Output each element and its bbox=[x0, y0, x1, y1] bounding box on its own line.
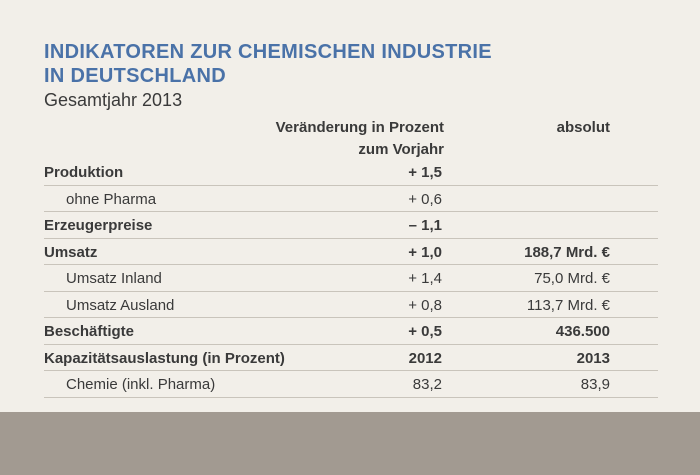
footer-band bbox=[0, 412, 700, 475]
row-label: Umsatz Inland bbox=[66, 270, 162, 287]
row-absolute-value: 83,9 bbox=[580, 376, 610, 393]
title-line-1: INDIKATOREN ZUR CHEMISCHEN INDUSTRIE bbox=[44, 41, 492, 63]
indicator-table: Produktion + 1,5 ohne Pharma + 0,6 Erzeu… bbox=[44, 159, 658, 398]
row-change-value: 2012 bbox=[408, 349, 442, 367]
table-row: Kapazitätsauslastung (in Prozent) 2012 2… bbox=[44, 345, 658, 371]
table-row: Produktion + 1,5 bbox=[44, 159, 658, 186]
row-absolute-value: 113,7 Mrd. € bbox=[526, 296, 610, 314]
table-row: Beschäftigte + 0,5 436.500 bbox=[44, 318, 658, 345]
row-label: Umsatz bbox=[44, 243, 98, 261]
column-header-absolute: absolut bbox=[556, 119, 610, 136]
table-row: Chemie (inkl. Pharma) 83,2 83,9 bbox=[44, 371, 658, 398]
page-title: INDIKATOREN ZUR CHEMISCHEN INDUSTRIE IN … bbox=[44, 40, 492, 88]
column-header-change: Veränderung in Prozent zum Vorjahr bbox=[200, 117, 444, 161]
table-row: ohne Pharma + 0,6 bbox=[44, 186, 658, 212]
row-label: Produktion bbox=[44, 164, 124, 181]
column-header-change-line-2: zum Vorjahr bbox=[358, 141, 444, 158]
subtitle: Gesamtjahr 2013 bbox=[44, 90, 183, 110]
row-change-value: + 0,5 bbox=[408, 323, 442, 340]
table-row: Umsatz Ausland + 0,8 113,7 Mrd. € bbox=[44, 292, 658, 318]
row-label: Umsatz Ausland bbox=[66, 296, 175, 314]
row-absolute-value: 2013 bbox=[576, 349, 610, 367]
row-label: Erzeugerpreise bbox=[44, 217, 153, 234]
row-label: Kapazitätsauslastung (in Prozent) bbox=[44, 349, 285, 367]
row-label: Chemie (inkl. Pharma) bbox=[66, 376, 216, 393]
row-change-value: 83,2 bbox=[412, 376, 442, 393]
row-change-value: + 1,4 bbox=[408, 270, 442, 287]
row-absolute-value: 75,0 Mrd. € bbox=[534, 270, 610, 287]
row-change-value: + 1,0 bbox=[408, 243, 442, 261]
row-change-value: – 1,1 bbox=[408, 217, 442, 234]
row-absolute-value: 436.500 bbox=[555, 323, 610, 340]
column-header-change-line-1: Veränderung in Prozent bbox=[275, 119, 444, 136]
row-label: Beschäftigte bbox=[44, 323, 135, 340]
row-change-value: + 0,8 bbox=[408, 296, 442, 314]
title-line-2: IN DEUTSCHLAND bbox=[44, 65, 226, 87]
row-change-value: + 1,5 bbox=[408, 164, 442, 181]
table-row: Umsatz Inland + 1,4 75,0 Mrd. € bbox=[44, 265, 658, 292]
row-absolute-value: 188,7 Mrd. € bbox=[524, 243, 610, 261]
table-row: Erzeugerpreise – 1,1 bbox=[44, 212, 658, 239]
table-row: Umsatz + 1,0 188,7 Mrd. € bbox=[44, 239, 658, 265]
row-change-value: + 0,6 bbox=[408, 190, 442, 208]
row-label: ohne Pharma bbox=[66, 190, 157, 208]
